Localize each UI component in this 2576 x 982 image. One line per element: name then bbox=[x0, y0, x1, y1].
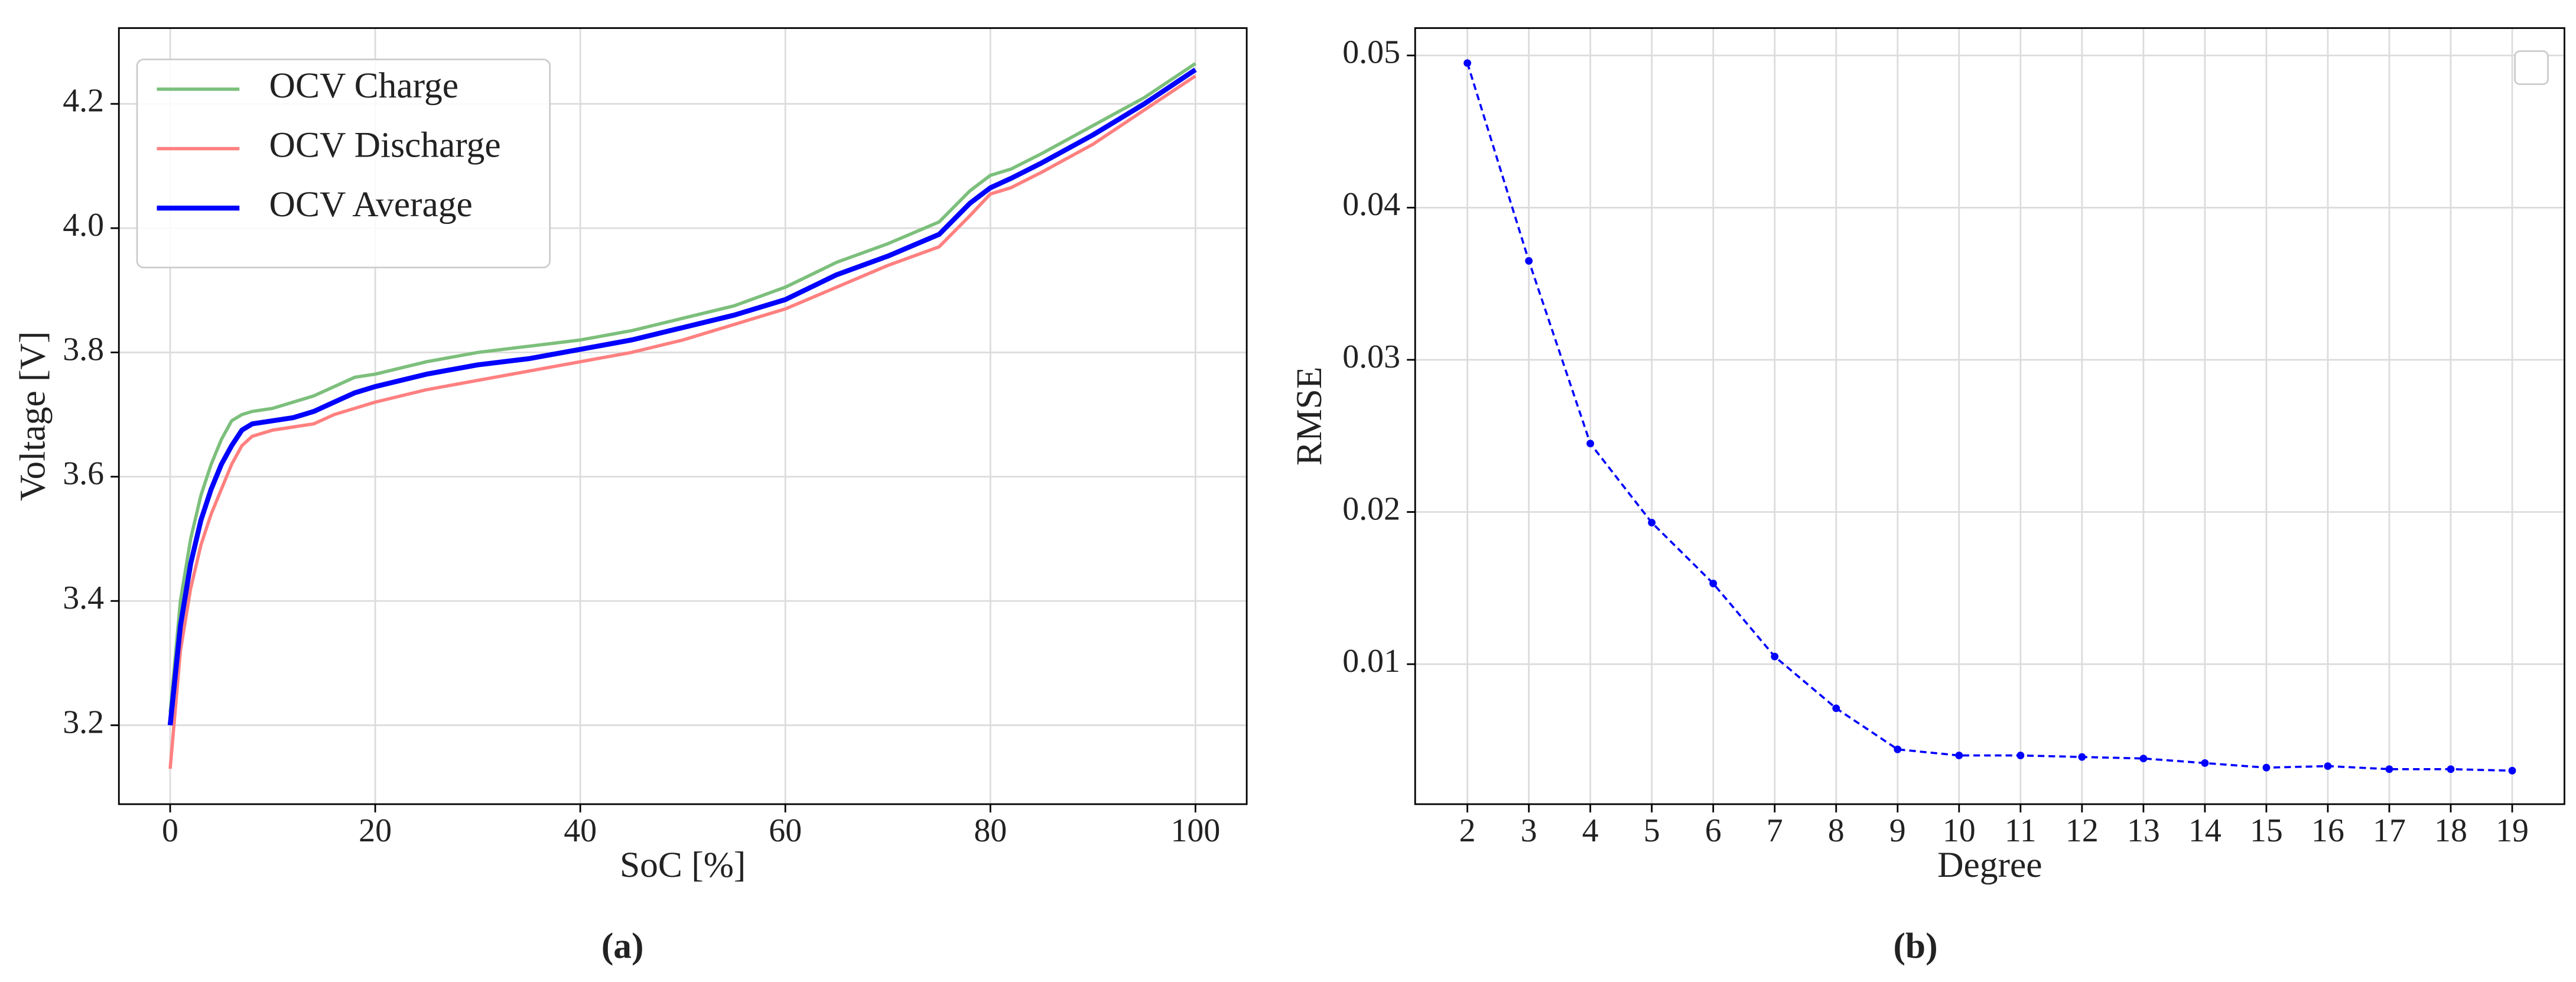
marker bbox=[1771, 652, 1779, 661]
y-tick-label: 0.02 bbox=[1342, 490, 1400, 527]
marker bbox=[2201, 759, 2209, 767]
y-tick-label: 0.04 bbox=[1342, 186, 1400, 223]
y-tick-label: 0.05 bbox=[1342, 34, 1400, 71]
marker bbox=[1832, 704, 1840, 713]
marker bbox=[1525, 257, 1533, 265]
y-tick-label: 3.4 bbox=[63, 580, 104, 616]
caption: (a) bbox=[601, 926, 644, 966]
x-tick-label: 12 bbox=[2066, 812, 2099, 849]
y-axis-label: Voltage [V] bbox=[13, 331, 53, 501]
marker bbox=[1709, 580, 1718, 587]
chart: 3.2 3.4 3.6 3.8 4.0 4.2 0 20 40 60 80 100 SoC [%] Vol… bbox=[13, 27, 1248, 966]
y-tick-label: 0.01 bbox=[1342, 643, 1400, 679]
marker bbox=[1586, 440, 1595, 448]
marker bbox=[2385, 765, 2393, 773]
marker bbox=[1648, 519, 1656, 526]
x-tick-label: 15 bbox=[2250, 812, 2283, 849]
x-tick-label: 18 bbox=[2434, 812, 2467, 849]
marker bbox=[2508, 766, 2516, 775]
legend-label: OCV Average bbox=[269, 184, 473, 225]
x-tick-label: 4 bbox=[1582, 812, 1599, 849]
y-tick-label: 4.0 bbox=[63, 207, 104, 243]
x-axis-label: SoC [%] bbox=[620, 845, 746, 885]
series-line bbox=[1466, 63, 2513, 772]
legend-box bbox=[136, 58, 551, 269]
x-axis-label: Degree bbox=[1937, 845, 2042, 885]
legend-box bbox=[2514, 50, 2549, 85]
x-tick-label: 11 bbox=[2005, 812, 2037, 849]
x-tick-label: 0 bbox=[162, 812, 178, 849]
x-tick-label: 14 bbox=[2188, 812, 2222, 849]
series-line bbox=[168, 74, 1196, 769]
x-tick-label: 7 bbox=[1767, 812, 1783, 849]
x-tick-label: 8 bbox=[1828, 812, 1845, 849]
x-tick-label: 6 bbox=[1705, 812, 1722, 849]
series-line bbox=[167, 67, 1197, 726]
marker bbox=[2262, 763, 2271, 772]
x-tick-label: 3 bbox=[1521, 812, 1537, 849]
x-tick-label: 13 bbox=[2127, 812, 2160, 849]
x-tick-label: 80 bbox=[974, 812, 1007, 849]
marker bbox=[2016, 752, 2025, 760]
x-tick-label: 9 bbox=[1889, 812, 1906, 849]
x-tick-label: 100 bbox=[1170, 812, 1220, 849]
x-tick-label: 17 bbox=[2373, 812, 2406, 849]
caption: (b) bbox=[1893, 926, 1937, 966]
x-tick-label: 20 bbox=[359, 812, 392, 849]
x-tick-label: 2 bbox=[1459, 812, 1476, 849]
y-tick-label: 3.2 bbox=[63, 704, 104, 740]
marker bbox=[2324, 762, 2332, 770]
marker bbox=[2139, 755, 2148, 763]
x-tick-label: 5 bbox=[1644, 812, 1660, 849]
x-tick-label: 40 bbox=[564, 812, 597, 849]
legend-label: OCV Discharge bbox=[269, 125, 501, 165]
y-tick-label: 3.8 bbox=[63, 331, 104, 368]
y-tick-label: 4.2 bbox=[63, 83, 104, 119]
chart: 0.01 0.02 0.03 0.04 0.05 2 3 4 5 6 7 8 9 10 11 12 13 14 15… bbox=[1289, 27, 2565, 966]
plot-frame bbox=[118, 27, 1248, 805]
x-tick-label: 16 bbox=[2311, 812, 2344, 849]
y-tick-label: 0.03 bbox=[1342, 339, 1400, 375]
marker bbox=[1463, 59, 1472, 67]
marker bbox=[1955, 752, 1963, 760]
series-line bbox=[168, 62, 1196, 713]
x-tick-label: 10 bbox=[1943, 812, 1976, 849]
plot-frame bbox=[1414, 27, 2565, 805]
marker bbox=[2447, 765, 2455, 773]
legend-label: OCV Charge bbox=[269, 66, 458, 106]
x-tick-label: 19 bbox=[2496, 812, 2529, 849]
marker bbox=[2078, 753, 2086, 761]
y-axis-label: RMSE bbox=[1289, 367, 1329, 466]
y-tick-label: 3.6 bbox=[63, 456, 104, 492]
x-tick-label: 60 bbox=[769, 812, 802, 849]
marker bbox=[1894, 745, 1902, 753]
